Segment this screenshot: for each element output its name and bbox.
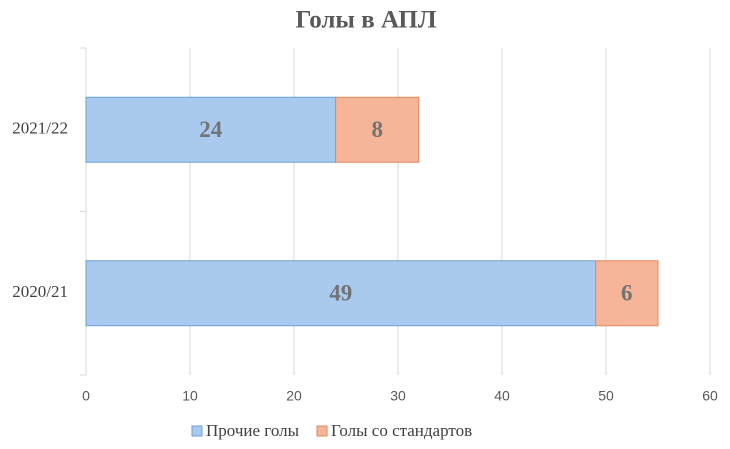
x-tick-label: 20 xyxy=(286,388,302,404)
data-label: 49 xyxy=(329,281,352,306)
legend-swatch xyxy=(191,425,203,437)
x-tick-label: 40 xyxy=(494,388,510,404)
data-label: 8 xyxy=(371,117,383,142)
x-tick-label: 50 xyxy=(598,388,614,404)
legend-swatch xyxy=(316,425,328,437)
data-label: 6 xyxy=(621,281,633,306)
bar-segment xyxy=(595,260,659,327)
x-tick-label: 60 xyxy=(702,388,718,404)
legend-label: Прочие голы xyxy=(206,421,300,440)
x-tick-label: 30 xyxy=(390,388,406,404)
chart-title: Голы в АПЛ xyxy=(296,7,437,34)
data-label: 24 xyxy=(199,117,223,142)
y-tick-label: 2021/22 xyxy=(12,119,68,138)
bar-segment xyxy=(335,96,420,163)
y-tick-label: 2020/21 xyxy=(12,282,68,301)
x-tick-label: 0 xyxy=(82,388,90,404)
x-tick-label: 10 xyxy=(182,388,198,404)
legend-label: Голы со стандартов xyxy=(331,421,472,440)
bar-segment xyxy=(85,260,597,327)
